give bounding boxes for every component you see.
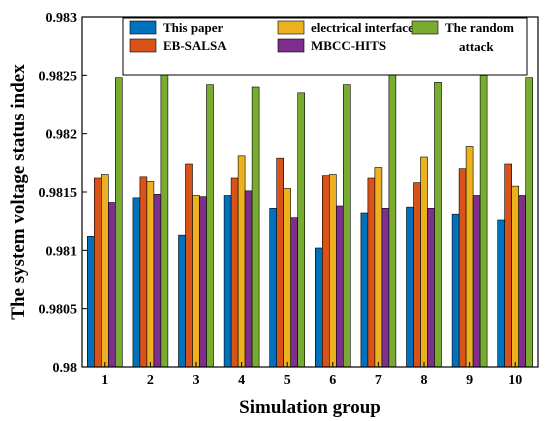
x-tick-label: 10	[508, 373, 522, 388]
bar-electrical-interface-5	[284, 189, 291, 368]
y-axis-label: The system voltage status index	[8, 64, 29, 320]
bar-the-random-attack-4	[252, 87, 259, 367]
bars-layer	[87, 66, 532, 367]
y-tick-label: 0.98	[53, 361, 78, 376]
bar-electrical-interface-2	[147, 182, 154, 368]
x-tick-label: 6	[329, 373, 336, 388]
bar-mbcc-hits-1	[108, 203, 115, 368]
bar-electrical-interface-7	[375, 168, 382, 368]
bar-electrical-interface-1	[101, 175, 108, 368]
legend: This paper EB-SALSA electrical interface MB…	[123, 18, 527, 75]
bar-electrical-interface-8	[421, 157, 428, 367]
legend-swatch	[278, 39, 304, 52]
bar-the-random-attack-10	[526, 78, 533, 367]
bar-mbcc-hits-4	[245, 191, 252, 367]
bar-mbcc-hits-2	[154, 194, 161, 367]
bar-mbcc-hits-5	[291, 218, 298, 367]
bar-eb-salsa-7	[368, 178, 375, 367]
bar-the-random-attack-7	[389, 68, 396, 367]
bar-the-random-attack-5	[298, 93, 305, 367]
bar-this-paper-6	[315, 248, 322, 367]
bar-electrical-interface-6	[329, 175, 336, 368]
bar-electrical-interface-4	[238, 156, 245, 367]
y-tick-label: 0.981	[46, 244, 78, 259]
x-tick-label: 2	[147, 373, 154, 388]
y-axis: 0.98 0.9805 0.981 0.9815 0.982 0.9825 0.983	[39, 11, 88, 376]
bar-the-random-attack-6	[343, 85, 350, 367]
y-tick-label: 0.9825	[39, 69, 78, 84]
bar-eb-salsa-5	[277, 158, 284, 367]
bar-eb-salsa-3	[186, 164, 193, 367]
y-tick-label: 0.9805	[39, 303, 78, 318]
x-tick-label: 3	[193, 373, 200, 388]
legend-label: EB-SALSA	[163, 38, 227, 53]
bar-this-paper-10	[498, 220, 505, 367]
bar-eb-salsa-8	[414, 183, 421, 367]
bar-eb-salsa-10	[505, 164, 512, 367]
y-tick-label: 0.982	[46, 128, 78, 143]
bar-mbcc-hits-3	[200, 197, 207, 367]
bar-the-random-attack-9	[480, 75, 487, 367]
legend-label: This paper	[163, 20, 224, 35]
bar-eb-salsa-2	[140, 177, 147, 367]
bar-this-paper-8	[407, 207, 414, 367]
bar-electrical-interface-3	[193, 196, 200, 368]
bar-the-random-attack-8	[435, 82, 442, 367]
x-tick-label: 5	[284, 373, 291, 388]
bar-this-paper-3	[179, 235, 186, 367]
x-axis-label: Simulation group	[239, 397, 381, 418]
x-tick-label: 7	[375, 373, 382, 388]
bar-this-paper-2	[133, 198, 140, 367]
legend-label: MBCC-HITS	[311, 38, 386, 53]
bar-eb-salsa-9	[459, 169, 466, 367]
bar-eb-salsa-6	[322, 176, 329, 367]
x-tick-label: 4	[238, 373, 245, 388]
bar-eb-salsa-4	[231, 178, 238, 367]
legend-label: electrical interface	[311, 20, 414, 35]
bar-mbcc-hits-8	[428, 208, 435, 367]
bar-the-random-attack-1	[115, 78, 122, 367]
legend-swatch	[412, 21, 438, 34]
bar-electrical-interface-10	[512, 186, 519, 367]
x-tick-label: 8	[421, 373, 428, 388]
y-tick-label: 0.983	[46, 11, 78, 26]
bar-eb-salsa-1	[94, 178, 101, 367]
bar-mbcc-hits-6	[336, 206, 343, 367]
legend-swatch	[130, 21, 156, 34]
bar-mbcc-hits-10	[519, 196, 526, 368]
bar-this-paper-5	[270, 208, 277, 367]
bar-electrical-interface-9	[466, 147, 473, 368]
bar-the-random-attack-3	[207, 85, 214, 367]
bar-this-paper-1	[87, 236, 94, 367]
x-tick-label: 1	[101, 373, 108, 388]
bar-this-paper-9	[452, 214, 459, 367]
legend-swatch	[130, 39, 156, 52]
bar-this-paper-7	[361, 213, 368, 367]
bar-mbcc-hits-9	[473, 196, 480, 368]
legend-swatch	[278, 21, 304, 34]
y-tick-label: 0.9815	[39, 186, 78, 201]
bar-mbcc-hits-7	[382, 208, 389, 367]
bar-the-random-attack-2	[161, 66, 168, 367]
bar-this-paper-4	[224, 196, 231, 368]
x-tick-label: 9	[466, 373, 473, 388]
